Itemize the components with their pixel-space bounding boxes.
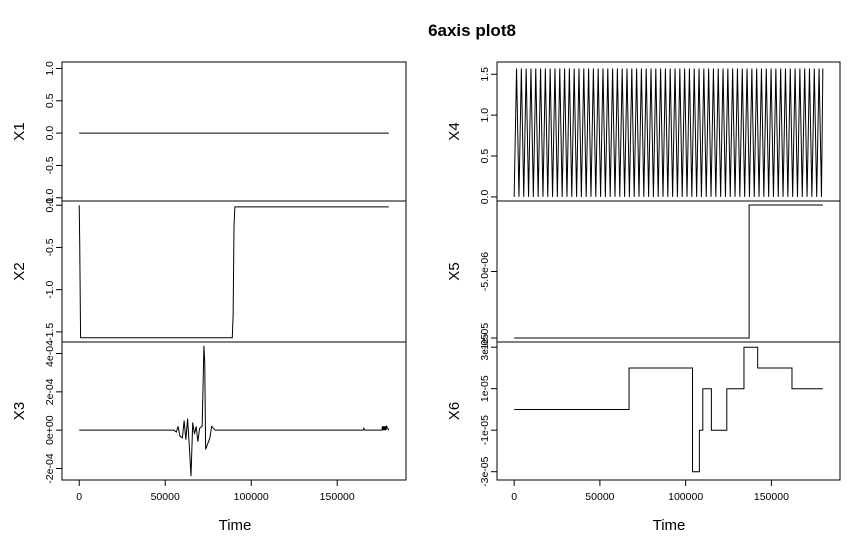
y-tick-label-x4-2: 1.0 <box>479 108 491 123</box>
y-tick-label-x4-3: 1.5 <box>479 67 491 82</box>
series-line-x2 <box>78 205 389 339</box>
y-tick-label-x3-0: -2e-04 <box>44 453 56 484</box>
y-tick-label-x5-0: -1e-05 <box>479 323 491 354</box>
y-tick-label-x3-3: 4e-04 <box>44 340 56 367</box>
y-tick-label-x2-0: -1.5 <box>44 323 56 341</box>
chart-title: 6axis plot8 <box>428 21 516 40</box>
panel-label-x2: X2 <box>11 262 28 280</box>
y-tick-label-x1-3: 0.5 <box>44 93 56 108</box>
panel-label-x3: X3 <box>11 402 28 420</box>
panels: -1.0 -0.5 0.0 0.5 1.0 X1 -1.5 -1.0 -0.5 0.0 X2 -2e-… <box>11 61 841 503</box>
y-tick-label-x1-4: 1.0 <box>44 61 56 76</box>
y-tick-label-x4-1: 0.5 <box>479 149 491 164</box>
y-tick-label-x6-2: 1e-05 <box>479 375 491 402</box>
y-tick-label-x2-2: -0.5 <box>44 238 56 256</box>
y-tick-label-x2-1: -1.0 <box>44 280 56 298</box>
series-line-x6 <box>514 346 823 473</box>
y-tick-label-x3-1: 0e+00 <box>44 415 56 445</box>
y-tick-label-x2-3: 0.0 <box>44 198 56 213</box>
y-tick-label-x1-1: -0.5 <box>44 156 56 174</box>
panel-label-x6: X6 <box>446 402 463 420</box>
panel-frame-x3 <box>61 341 407 481</box>
series-line-x5 <box>514 204 823 339</box>
panel-label-x1: X1 <box>11 122 28 140</box>
y-tick-label-x3-2: 2e-04 <box>44 378 56 405</box>
x-tick-label-right-0: 0 <box>511 491 517 503</box>
panel-label-x5: X5 <box>446 262 463 280</box>
y-tick-label-x6-1: -1e-05 <box>479 415 491 446</box>
x-tick-label-right-1: 50000 <box>585 491 614 503</box>
x-tick-label-left-1: 50000 <box>151 491 180 503</box>
panel-frame-x6 <box>496 341 841 481</box>
panel-label-x4: X4 <box>446 122 463 140</box>
y-tick-label-x1-0: -1.0 <box>44 189 56 207</box>
series-line-x3 <box>79 345 390 477</box>
y-tick-label-x5-1: -5.0e-06 <box>479 252 491 291</box>
y-tick-label-x6-3: 3e-05 <box>479 334 491 361</box>
panel-frame-x5 <box>496 200 841 343</box>
series-line-x4 <box>513 68 824 197</box>
x-tick-label-right-3: 150000 <box>754 491 789 503</box>
panel-frame-x1 <box>61 61 407 202</box>
x-tick-label-left-2: 100000 <box>234 491 269 503</box>
x-tick-label-right-2: 100000 <box>668 491 703 503</box>
x-tick-label-left-0: 0 <box>76 491 82 503</box>
x-tick-label-left-3: 150000 <box>320 491 355 503</box>
y-tick-label-x1-2: 0.0 <box>44 126 56 141</box>
x-axis-label-left: Time <box>219 517 252 534</box>
y-tick-label-x6-0: -3e-05 <box>479 456 491 487</box>
x-axis-label-right: Time <box>653 517 686 534</box>
y-tick-label-x4-0: 0.0 <box>479 189 491 204</box>
